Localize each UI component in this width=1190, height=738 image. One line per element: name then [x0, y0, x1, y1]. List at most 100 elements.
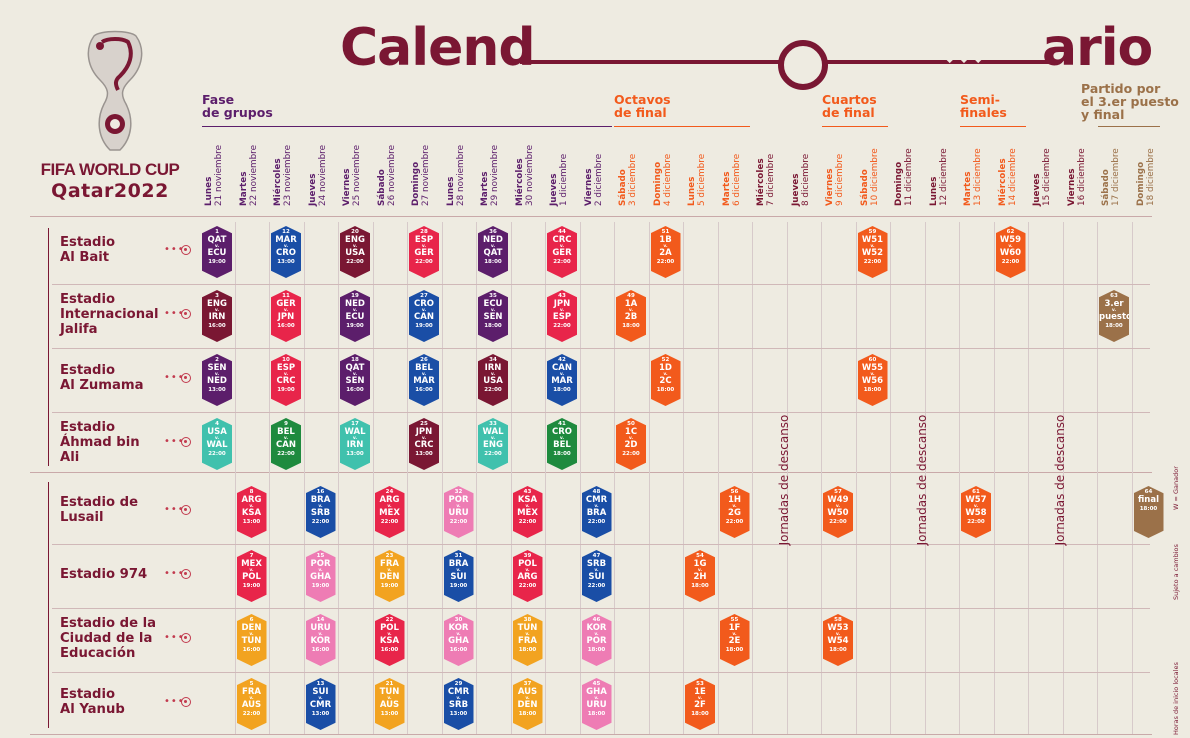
versus-mark: v. — [387, 504, 392, 509]
match-badge[interactable]: 36 NED v. QAT 18:00 — [478, 226, 508, 278]
match-badge[interactable]: 61 W57 v. W58 22:00 — [961, 486, 991, 538]
match-badge[interactable]: 15 POR v. GHA 19:00 — [305, 550, 336, 602]
match-badge[interactable]: 1 QAT v. ECU 19:00 — [202, 226, 232, 278]
match-time: 16:00 — [449, 647, 468, 653]
match-badge[interactable]: 56 1H v. 2G 22:00 — [719, 486, 750, 538]
match-badge[interactable]: 43 KSA v. MEX 22:00 — [512, 486, 543, 538]
match-number: 35 — [489, 293, 497, 299]
versus-mark: v. — [214, 436, 220, 441]
match-badge[interactable]: 47 SRB v. SUI 22:00 — [581, 550, 612, 602]
versus-mark: v. — [525, 568, 530, 573]
match-badge[interactable]: 43 JPN v. ESP 22:00 — [547, 290, 577, 342]
match-badge[interactable]: 13 SUI v. CMR 13:00 — [305, 678, 336, 730]
versus-mark: v. — [559, 308, 565, 313]
match-badge[interactable]: 18 QAT v. SEN 16:00 — [340, 354, 370, 406]
match-badge[interactable]: 29 CMR v. SRB 13:00 — [443, 678, 474, 730]
match-badge[interactable]: 42 CAN v. MAR 18:00 — [547, 354, 577, 406]
match-badge[interactable]: 12 MAR v. CRO 13:00 — [271, 226, 301, 278]
match-badge[interactable]: 20 ENG v. USA 22:00 — [340, 226, 370, 278]
match-badge[interactable]: 4 USA v. WAL 22:00 — [202, 418, 232, 470]
match-badge[interactable]: 62 W59 v. W60 22:00 — [995, 226, 1026, 278]
match-badge[interactable]: 19 NED v. ECU 19:00 — [340, 290, 370, 342]
rest-days-label: Jornadas de descanso — [1053, 414, 1067, 546]
match-badge[interactable]: 34 IRN v. USA 22:00 — [478, 354, 508, 406]
match-badge[interactable]: 33 WAL v. ENG 22:00 — [478, 418, 508, 470]
match-badge[interactable]: 9 BEL v. CAN 22:00 — [271, 418, 301, 470]
match-badge[interactable]: 5 FRA v. AUS 22:00 — [236, 678, 267, 730]
match-number: 18 — [351, 357, 359, 363]
team-code: ARG — [379, 495, 400, 505]
match-badge[interactable]: 28 ESP v. GER 22:00 — [409, 226, 439, 278]
match-badge[interactable]: 59 W51 v. W52 22:00 — [857, 226, 888, 278]
team-code: 2F — [694, 700, 706, 710]
team-code: W55 — [861, 363, 884, 373]
match-badge[interactable]: 24 ARG v. MEX 22:00 — [374, 486, 405, 538]
team-code: FRA — [242, 687, 261, 697]
match-badge[interactable]: 25 JPN v. CRC 13:00 — [409, 418, 439, 470]
match-badge[interactable]: 37 AUS v. DEN 18:00 — [512, 678, 543, 730]
stadium-name: Estadio Internacional Jalifa — [60, 291, 159, 337]
match-badge[interactable]: 46 KOR v. POR 18:00 — [581, 614, 612, 666]
team-code: ECU — [207, 248, 227, 258]
match-badge[interactable]: 11 GER v. JPN 16:00 — [271, 290, 301, 342]
match-badge[interactable]: 7 MEX v. POL 19:00 — [236, 550, 267, 602]
match-badge[interactable]: 16 BRA v. SRB 22:00 — [305, 486, 336, 538]
match-badge[interactable]: 26 BEL v. MAR 16:00 — [409, 354, 439, 406]
match-badge[interactable]: 50 1C v. 2D 22:00 — [616, 418, 646, 470]
match-badge[interactable]: 44 CRC v. GER 22:00 — [547, 226, 577, 278]
match-badge[interactable]: 48 CMR v. BRA 22:00 — [581, 486, 612, 538]
match-badge[interactable]: 64 final 18:00 — [1133, 486, 1164, 538]
match-badge[interactable]: 3 ENG v. IRN 16:00 — [202, 290, 232, 342]
match-badge[interactable]: 54 1G v. 2H 18:00 — [685, 550, 715, 602]
match-badge[interactable]: 39 POL v. ARG 22:00 — [512, 550, 543, 602]
versus-mark: v. — [283, 244, 289, 249]
match-badge[interactable]: 51 1B v. 2A 22:00 — [650, 226, 681, 278]
match-badge[interactable]: 58 W53 v. W54 18:00 — [823, 614, 853, 666]
phase-qf: Cuartos de final — [822, 92, 877, 120]
match-badge[interactable]: 38 TUN v. FRA 18:00 — [512, 614, 543, 666]
match-badge[interactable]: 32 POR v. URU 22:00 — [443, 486, 474, 538]
ball-icon — [181, 505, 191, 515]
team-code: SRB — [310, 508, 331, 518]
team-code: POR — [310, 559, 331, 569]
match-badge[interactable]: 52 1D v. 2C 18:00 — [650, 354, 681, 406]
match-badge[interactable]: 45 GHA v. URU 18:00 — [581, 678, 612, 730]
team-code: SEN — [345, 376, 365, 386]
match-badge[interactable]: 60 W55 v. W56 18:00 — [857, 354, 888, 406]
team-code: USA — [207, 427, 227, 437]
match-badge[interactable]: 57 W49 v. W50 22:00 — [823, 486, 853, 538]
team-code: BRA — [448, 559, 469, 569]
match-badge[interactable]: 17 WAL v. IRN 13:00 — [340, 418, 370, 470]
match-badge[interactable]: 14 URU v. KOR 16:00 — [305, 614, 336, 666]
match-badge[interactable]: 53 1E v. 2F 18:00 — [685, 678, 715, 730]
team-code: 2E — [728, 636, 741, 646]
match-badge[interactable]: 27 CRO v. CAN 19:00 — [409, 290, 439, 342]
match-badge[interactable]: 22 POL v. KSA 16:00 — [374, 614, 405, 666]
versus-mark: v. — [387, 632, 392, 637]
match-badge[interactable]: 8 ARG v. KSA 13:00 — [236, 486, 267, 538]
match-time: 13:00 — [242, 519, 261, 525]
versus-mark: v. — [318, 632, 323, 637]
team-code: 1D — [659, 363, 672, 373]
match-badge[interactable]: 21 TUN v. AUS 13:00 — [374, 678, 405, 730]
match-badge[interactable]: 30 KOR v. GHA 16:00 — [443, 614, 474, 666]
match-badge[interactable]: 55 1F v. 2E 18:00 — [719, 614, 750, 666]
match-badge[interactable]: 49 1A v. 2B 18:00 — [616, 290, 646, 342]
team-code: W60 — [999, 248, 1022, 258]
match-badge[interactable]: 10 ESP v. CRC 19:00 — [271, 354, 301, 406]
team-code: 1F — [728, 623, 741, 633]
match-time: 19:00 — [346, 323, 364, 329]
versus-mark: v. — [456, 568, 461, 573]
match-badge[interactable]: 23 FRA v. DEN 19:00 — [374, 550, 405, 602]
match-badge[interactable]: 41 CRO v. BEL 18:00 — [547, 418, 577, 470]
match-badge[interactable]: 6 DEN v. TUN 16:00 — [236, 614, 267, 666]
match-badge[interactable]: 35 ECU v. SEN 18:00 — [478, 290, 508, 342]
match-number: 37 — [523, 681, 532, 687]
rest-days-1: Jornadas de descanso — [774, 230, 794, 730]
match-badge[interactable]: 31 BRA v. SUI 19:00 — [443, 550, 474, 602]
team-code: SEN — [207, 363, 227, 373]
match-badge[interactable]: 2 SEN v. NED 13:00 — [202, 354, 232, 406]
match-badge[interactable]: 63 3.er v. puesto 18:00 — [1099, 290, 1129, 342]
match-number: 1 — [215, 229, 219, 235]
stadium-dots: ••• — [164, 504, 185, 515]
